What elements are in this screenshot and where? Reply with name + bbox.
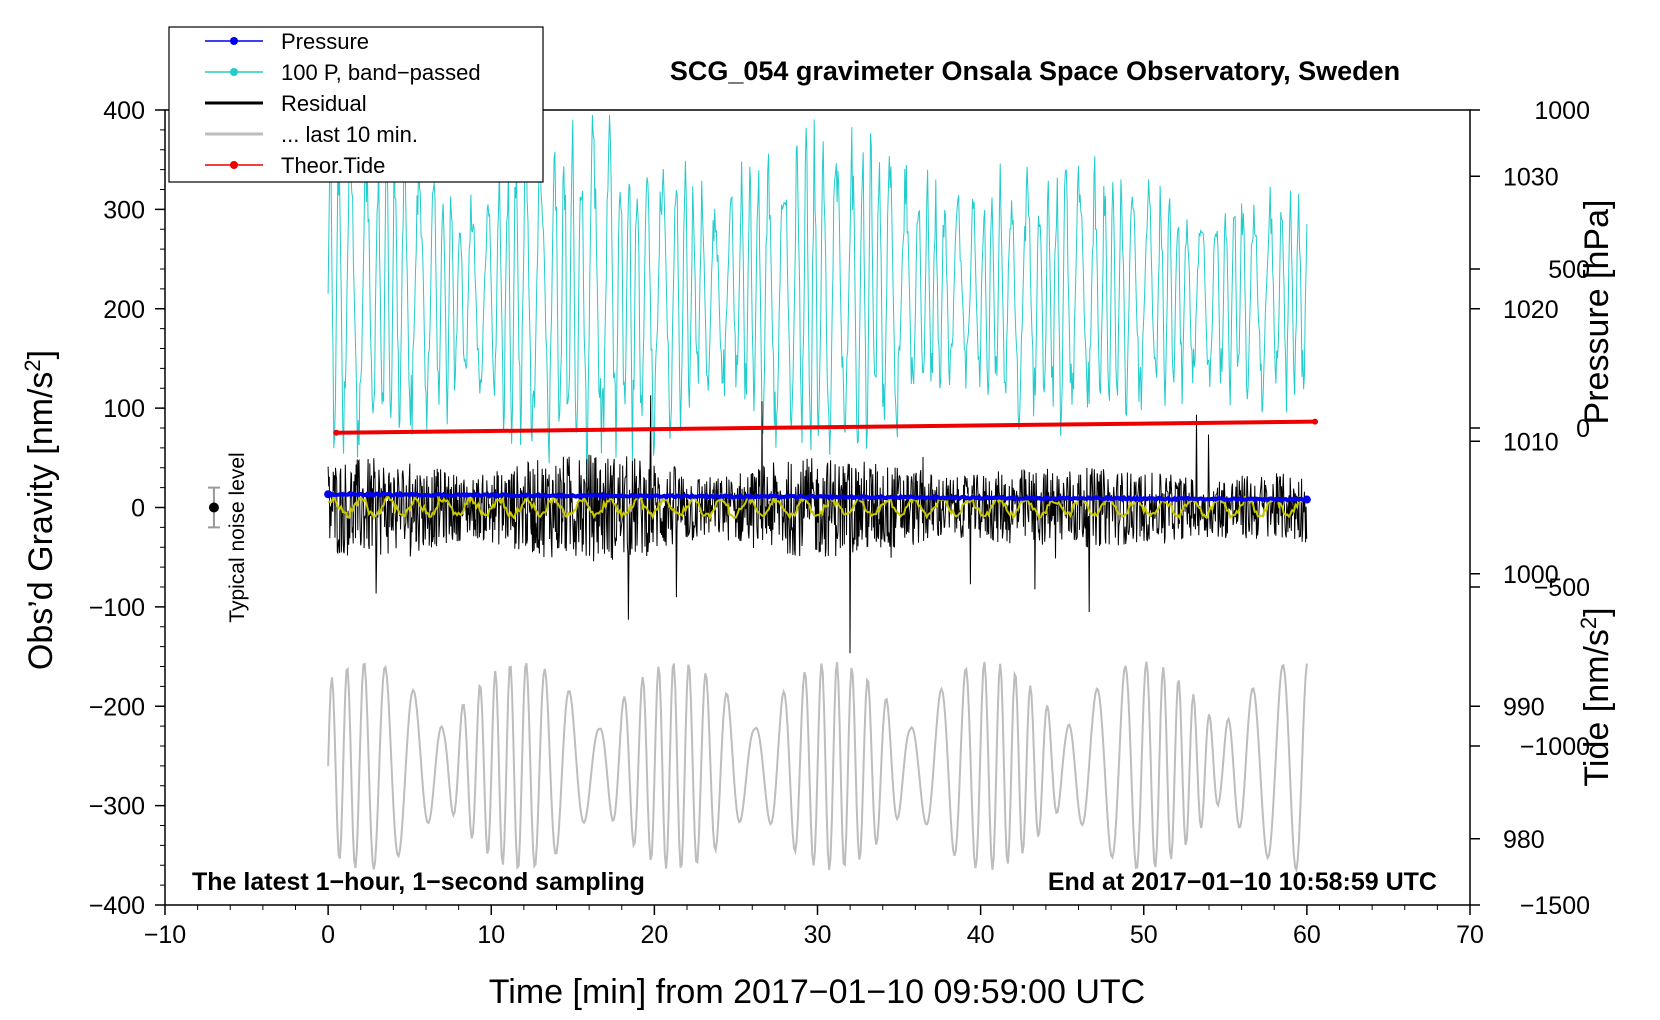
tick-layer: −10 0 10 20 30 40 50 60 704003002001000−100−200−… [89, 97, 1590, 949]
annotation-left: The latest 1−hour, 1−second sampling [192, 868, 645, 896]
y-axis-title-gravity: Obs’d Gravity [nm/s2] [20, 350, 61, 670]
series-theoretical-tide [336, 419, 1316, 435]
y-gravity-tick-label-3: 100 [103, 395, 145, 423]
y-gravity-tick-label-5: −100 [89, 594, 145, 622]
y-axis-title-gravity-main: Obs’d Gravity [nm/s [22, 372, 60, 671]
y-gravity-tick-label-6: −200 [89, 693, 145, 721]
legend-label-2: Residual [281, 91, 367, 116]
series-residual-smoothed [327, 493, 1306, 521]
y-gravity-tick-label-4: 0 [131, 495, 145, 523]
legend-label-4: Theor.Tide [281, 153, 385, 178]
y-tide-tick-label-1: 500 [1548, 256, 1590, 284]
y-pressure-tick-label-1: 1020 [1503, 296, 1559, 324]
legend-marker-1 [230, 68, 238, 76]
y-gravity-tick-label-7: −300 [89, 793, 145, 821]
y-axis-title-tide: Tide [nm/s2] [1576, 607, 1617, 786]
y-tide-tick-label-3: −500 [1534, 574, 1590, 602]
x-tick-label-6: 50 [1130, 921, 1158, 949]
x-tick-label-0: −10 [144, 921, 186, 949]
x-tick-label-3: 20 [640, 921, 668, 949]
y-tide-tick-label-0: 1000 [1534, 97, 1590, 125]
noise-label: Typical noise level [226, 452, 249, 622]
y-axis-title-tide-end: ] [1578, 607, 1616, 616]
y-axis-title-gravity-sup: 2 [20, 359, 45, 371]
pressure-end-marker [1302, 495, 1311, 504]
y-gravity-tick-label-8: −400 [89, 892, 145, 920]
y-gravity-tick-label-0: 400 [103, 97, 145, 125]
y-axis-title-tide-main: Tide [nm/s [1578, 629, 1616, 786]
pressure-start-marker [324, 490, 333, 499]
x-axis-title: Time [min] from 2017−01−10 09:59:00 UTC [489, 973, 1145, 1011]
x-tick-label-1: 0 [321, 921, 335, 949]
y-axis-title-tide-sup: 2 [1576, 617, 1601, 629]
y-gravity-tick-label-2: 200 [103, 296, 145, 324]
noise-dot [208, 502, 219, 513]
legend-label-0: Pressure [281, 29, 369, 54]
legend-label-1: 100 P, band−passed [281, 60, 481, 85]
y-pressure-tick-label-5: 980 [1503, 826, 1545, 854]
y-pressure-tick-label-4: 990 [1503, 693, 1545, 721]
series-layer [324, 114, 1319, 873]
tide-end-marker [1312, 418, 1319, 425]
x-tick-label-2: 10 [477, 921, 505, 949]
legend-label-3: ... last 10 min. [281, 122, 418, 147]
series-pressure [327, 490, 1307, 503]
y-axis-title-gravity-end: ] [22, 350, 60, 359]
legend-marker-0 [230, 37, 238, 45]
x-tick-label-7: 60 [1293, 921, 1321, 949]
series-pressure-bandpassed [327, 114, 1308, 487]
tide-start-marker [333, 429, 340, 436]
y-gravity-tick-label-1: 300 [103, 196, 145, 224]
y-pressure-tick-label-0: 1030 [1503, 163, 1559, 191]
annotation-right: End at 2017−01−10 10:58:59 UTC [1048, 868, 1437, 896]
y-tide-tick-label-4: −1000 [1520, 733, 1590, 761]
y-axis-title-pressure: Pressure [hPa] [1578, 200, 1616, 425]
legend-items: Pressure 100 P, band−passed Residual ... la… [205, 29, 481, 178]
x-tick-label-4: 30 [804, 921, 832, 949]
legend-marker-4 [230, 161, 238, 169]
x-tick-label-8: 70 [1456, 921, 1484, 949]
series-residual [327, 395, 1308, 654]
series-last-10-min [327, 661, 1308, 873]
noise-indicator: Typical noise level [207, 452, 249, 623]
chart-title: SCG_054 gravimeter Onsala Space Observat… [670, 56, 1400, 86]
y-pressure-tick-label-2: 1010 [1503, 428, 1559, 456]
legend: Pressure 100 P, band−passed Residual ... la… [168, 26, 544, 183]
y-tide-tick-label-2: 0 [1576, 415, 1590, 443]
x-tick-label-5: 40 [967, 921, 995, 949]
y-pressure-tick-label-3: 1000 [1503, 561, 1559, 589]
y-tide-tick-label-5: −1500 [1520, 892, 1590, 920]
